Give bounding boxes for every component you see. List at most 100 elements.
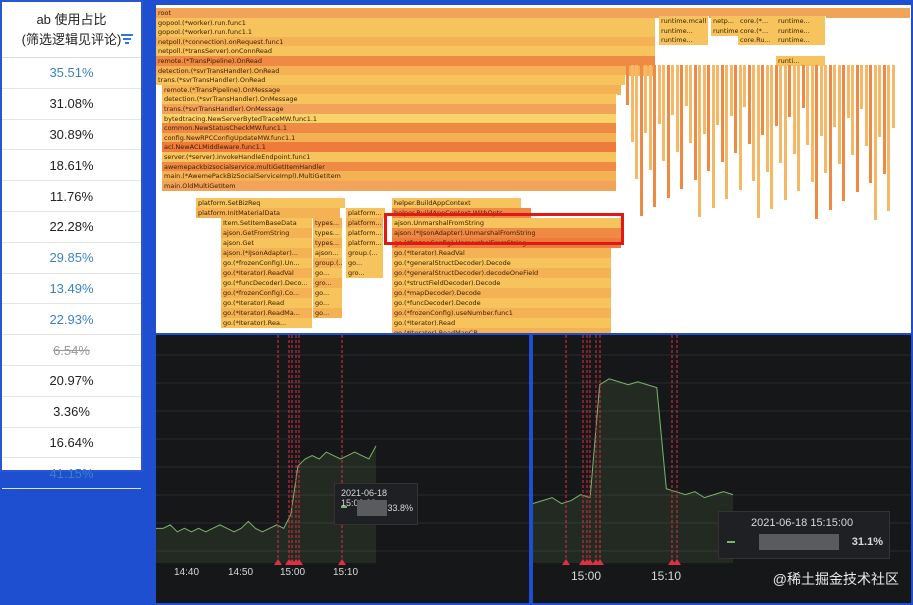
flame-frame[interactable]: types... [313,218,343,228]
flame-frame[interactable]: runtime.mcall [659,16,709,26]
flame-frame[interactable]: go.(*Iterator).ReadMapCB [392,328,612,333]
flame-frame[interactable]: runtime... [659,26,709,36]
annotation-marker-head[interactable] [295,559,303,565]
flame-frame[interactable]: remote.(*TransPipeline).OnRead [156,56,656,66]
flame-frame[interactable]: remote.(*TransPipeline).OnMessage [162,84,622,95]
flame-frame[interactable]: runtime... [776,26,826,36]
flame-frame-narrow [698,65,701,217]
flame-frame[interactable]: platform... [346,238,384,248]
flame-frame[interactable]: ajson.Get [221,238,313,248]
flame-frame-narrow [702,65,706,134]
flame-frame[interactable]: platform... [346,218,384,228]
flame-frame[interactable]: gro... [346,268,384,278]
flame-frame[interactable]: group.(... [346,248,384,258]
flame-frame[interactable]: main.(*AwemePackBizSocialServiceImpl).Mu… [162,171,617,182]
flame-frame[interactable]: runtime... [776,16,826,26]
flame-frame[interactable]: ajson... [313,248,343,258]
flame-graph: root gopool.(*worker).run.func1 gopool.(*w… [156,5,911,333]
flame-frame-narrow [806,65,809,145]
flame-frame[interactable]: acl.NewACLMiddleware.func1.1 [162,142,617,153]
flame-frame[interactable]: gopool.(*worker).run.func1.1 [156,27,656,38]
flame-frame[interactable]: config.NewRPCConfigUpdateMW.func1.1 [162,132,617,143]
flame-frame[interactable]: go... [313,308,343,318]
flame-frame[interactable]: go.(*funcDecoder).Decode [392,298,612,308]
flame-frame[interactable]: go.(*frozenConfig).useNumber.func1 [392,308,612,318]
flame-frame[interactable]: types... [313,228,343,238]
flame-frame[interactable]: go.(*Iterator).Read [221,298,313,308]
flame-frame[interactable]: netpoll.(*connection).onRequest.func1 [156,36,656,47]
flame-frame[interactable]: platform.InitMaterialData [196,208,341,218]
flame-frame[interactable]: runtime... [776,35,826,45]
flame-frame-narrow [711,65,715,208]
flame-frame[interactable]: root [156,8,911,18]
table-row: 20.97% [2,366,141,397]
table-row: 22.93% [2,304,141,336]
flame-frame-narrow [680,65,683,189]
flame-frame[interactable]: detection.(*svrTransHandler).OnRead [156,65,656,76]
flame-frame[interactable]: trans.(*svrTransHandler).OnMessage [162,104,617,114]
annotation-marker-head[interactable] [586,559,594,565]
flame-frame[interactable]: go.(*frozenConfig).Co... [221,288,313,298]
filter-icon[interactable] [121,32,133,46]
flame-frame[interactable]: go.(*generalStructDecoder).decodeOneFiel… [392,268,612,278]
flame-frame[interactable]: go... [346,258,384,268]
flame-frame[interactable]: runtime... [659,35,709,45]
table-header: ab 使用占比 (筛选逻辑见评论) [2,2,141,58]
flame-frame-narrow [855,65,859,192]
flame-frame[interactable]: go.(*generalStructDecoder).Decode [392,258,612,268]
flame-frame[interactable]: go.(*Iterator).Rea... [221,318,313,328]
annotation-marker-head[interactable] [673,559,681,565]
flame-frame-narrow [657,65,661,124]
flame-frame[interactable]: Item.SetItemBaseData [221,218,313,228]
header-title: ab 使用占比 [36,11,107,27]
flame-frame[interactable]: main.OldMultiGetItem [162,180,617,191]
flame-frame[interactable]: go.(*Iterator).ReadMa... [221,308,313,318]
flame-frame-narrow [666,65,670,198]
flame-frame[interactable]: detection.(*svrTransHandler).OnMessage [162,94,617,105]
flame-frame-narrow [860,65,863,109]
flame-frame[interactable]: go.(*mapDecoder).Decode [392,288,612,298]
flame-frame[interactable]: bytedtracing.NewServerBytedTraceMW.func1… [162,113,617,124]
series-line [156,445,377,533]
flame-frame[interactable]: platform.SetBizReq [196,198,346,208]
flame-frame[interactable]: awemepackbizsocialservice.multiGetItemHa… [162,161,617,172]
flame-frame[interactable]: platform... [346,228,384,238]
flame-frame-narrow [833,65,836,127]
flame-frame[interactable]: gro... [313,278,343,288]
flame-frame[interactable]: common.NewStatusCheckMW.func1.1 [162,123,617,134]
table-row: 30.89% [2,120,141,151]
annotation-marker-head[interactable] [562,559,570,565]
flame-frame[interactable]: go... [313,288,343,298]
flame-frame[interactable]: ajson.GetFromString [221,228,313,238]
series-marker [727,541,735,543]
annotation-marker-head[interactable] [274,559,282,565]
grafana-panel-1: 2021-06-18 15:06:00 33.8% 14:40 14:50 15… [156,335,529,603]
flame-frame[interactable]: go.(*frozenConfig).Un... [221,258,313,268]
flame-frame[interactable]: go... [313,268,343,278]
flame-frame[interactable]: go.(*Iterator).ReadVal [221,268,313,278]
table-row: 13.49% [2,274,141,305]
x-tick: 15:00 [571,569,602,583]
highlight-box [384,213,624,245]
flame-frame[interactable]: go... [313,298,343,308]
annotation-marker-head[interactable] [338,559,346,565]
flame-frame[interactable]: netpoll.(*transServer).onConnRead [156,46,656,57]
flame-frame[interactable]: go.(*structFieldDecoder).Decode [392,278,612,288]
flame-frame-narrow [770,65,773,209]
flame-frame-narrow [788,65,791,117]
flame-frame[interactable]: go.(*Iterator).ReadVal [392,248,612,258]
flame-frame[interactable]: platform... [346,208,386,218]
flame-frame[interactable]: trans.(*svrTransHandler).OnRead [156,75,626,86]
flame-frame-narrow [864,65,868,146]
flame-frame[interactable]: helper.BuildAppContext [392,198,522,208]
flame-frame[interactable]: go.(*Iterator).Read [392,318,612,328]
flame-frame[interactable]: go.(*funcDecoder).Deco... [221,278,313,288]
flame-frame[interactable]: runti... [776,56,826,66]
annotation-marker-head[interactable] [596,559,604,565]
flame-frame[interactable]: group.(... [313,258,343,268]
flame-frame[interactable]: ajson.(*IJsonAdapter)... [221,248,313,258]
flame-frame[interactable]: server.(*server).invokeHandleEndpoint.fu… [162,152,617,162]
blurred-label [759,534,839,550]
flame-frame[interactable]: types... [313,238,343,248]
flame-frame[interactable]: gopool.(*worker).run.func1 [156,17,656,28]
